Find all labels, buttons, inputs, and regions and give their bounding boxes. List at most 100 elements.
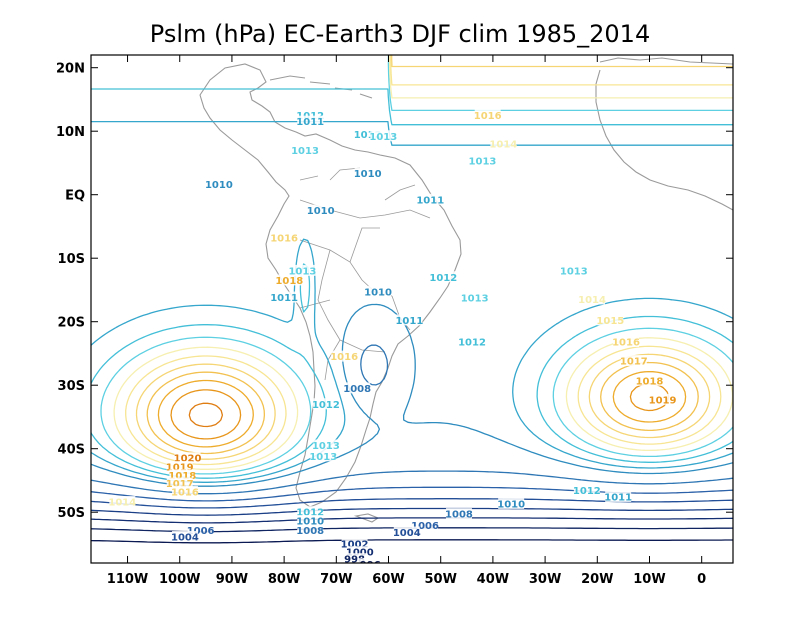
contour-line-1008 xyxy=(91,344,733,495)
contour-label: 1004 xyxy=(393,528,421,539)
contour-line-1019 xyxy=(170,383,670,440)
contour-label: 1012 xyxy=(429,273,457,284)
contour-label-bg xyxy=(649,393,676,405)
x-tick-label: 110W xyxy=(107,572,148,587)
x-tick-label: 40W xyxy=(477,572,509,587)
contour-label-bg xyxy=(297,109,324,121)
x-tick-label: 10W xyxy=(633,572,665,587)
contour-label: 1008 xyxy=(343,384,371,395)
contour-label: 1006 xyxy=(411,521,439,532)
contour-label: 1012 xyxy=(458,338,486,349)
contour-label-bg xyxy=(560,264,587,276)
contour-label: 1020 xyxy=(174,454,202,465)
contour-label: 1016 xyxy=(612,338,640,349)
plot-area: 1012101110121013101310161014101310101010… xyxy=(91,55,733,566)
contour-label: 1012 xyxy=(312,400,340,411)
contour-label: 1012 xyxy=(296,508,324,519)
contour-label-bg xyxy=(312,439,339,451)
x-tick-label: 60W xyxy=(372,572,404,587)
contour-label-bg xyxy=(276,274,303,286)
contour-label: 1017 xyxy=(620,357,648,368)
contour-label: 1011 xyxy=(296,117,324,128)
contour-label-bg xyxy=(271,231,298,243)
contour-label-bg xyxy=(344,382,371,394)
contour-label-bg xyxy=(490,137,517,149)
contour-label: 1010 xyxy=(497,499,525,510)
contour-label: 1010 xyxy=(364,287,392,298)
x-tick-label: 90W xyxy=(216,572,248,587)
contour-label-bg xyxy=(341,537,368,549)
contour-label-bg xyxy=(297,524,324,536)
contour-label: 1016 xyxy=(270,233,298,244)
contour-label-bg xyxy=(341,553,368,563)
contour-label: 1011 xyxy=(270,293,298,304)
contour-label-bg xyxy=(430,271,457,283)
contour-label-bg xyxy=(474,109,501,121)
contour-label: 1019 xyxy=(649,395,677,406)
y-tick-label: 40S xyxy=(58,443,85,458)
contour-label-bg xyxy=(297,515,324,527)
contour-label-bg xyxy=(297,115,324,127)
contour-line-1016 xyxy=(135,55,733,460)
contour-label: 1013 xyxy=(369,132,397,143)
y-tick-label: 20S xyxy=(58,316,85,331)
contour-label: 1012 xyxy=(573,486,601,497)
contour-label-bg xyxy=(312,398,339,410)
axis-ticks: 110W 100W 90W 80W 70W 60W 50W 40W 30W 20W 10W 0 20N 1… xyxy=(56,55,733,587)
contour-label: 1019 xyxy=(166,463,194,474)
contour-line-1017 xyxy=(146,361,699,455)
contour-line-1013 xyxy=(100,55,733,475)
contour-label: 1010 xyxy=(307,206,335,217)
contour-label-bg xyxy=(109,496,136,508)
contour-label: 1013 xyxy=(312,441,340,452)
contour-label-bg xyxy=(310,450,337,462)
contour-label: 1004 xyxy=(171,532,199,543)
contour-label: 1016 xyxy=(330,352,358,363)
contour-label-bg xyxy=(417,193,444,205)
contour-labels: 1012101110121013101310161014101310101010… xyxy=(108,109,677,566)
contour-line-1015 xyxy=(125,55,733,466)
contour-label-bg xyxy=(365,285,392,297)
contour-label: 1014 xyxy=(108,498,136,509)
contour-label: 1013 xyxy=(469,157,497,168)
contour-label-bg xyxy=(620,355,647,367)
africa-coastline xyxy=(595,57,733,211)
contour-label: 1008 xyxy=(296,526,324,537)
x-tick-label: 30W xyxy=(529,572,561,587)
contour-label: 1011 xyxy=(604,492,632,503)
contour-label: 1013 xyxy=(461,294,489,305)
contour-label-bg xyxy=(597,314,624,326)
contour-label: 1008 xyxy=(445,510,473,521)
y-tick-label: 50S xyxy=(58,506,85,521)
contour-label-bg xyxy=(393,526,420,538)
contour-label-bg xyxy=(573,484,600,496)
contour-label: 1010 xyxy=(296,517,324,528)
x-tick-label: 50W xyxy=(424,572,456,587)
contour-label-bg xyxy=(187,524,214,536)
contour-label-bg xyxy=(166,461,193,473)
contour-line-1011 xyxy=(91,120,733,483)
contour-label: 998 xyxy=(344,555,365,566)
x-tick-label: 70W xyxy=(320,572,352,587)
y-tick-label: 30S xyxy=(58,379,85,394)
contour-label-bg xyxy=(354,128,381,140)
contour-label: 1018 xyxy=(636,376,664,387)
contour-label: 1002 xyxy=(341,539,369,550)
y-tick-label: 10N xyxy=(56,125,85,140)
contour-label: 1016 xyxy=(171,487,199,498)
contour-label: 1013 xyxy=(560,266,588,277)
contour-label-bg xyxy=(498,497,525,509)
contour-label: 1006 xyxy=(187,526,215,537)
contour-label-bg xyxy=(579,293,606,305)
contour-label-bg xyxy=(357,558,384,563)
contour-label-bg xyxy=(171,530,198,542)
contour-label-bg xyxy=(461,292,488,304)
contour-label-bg xyxy=(636,374,663,386)
contour-label: 1010 xyxy=(205,180,233,191)
y-tick-label: EQ xyxy=(65,189,85,204)
contour-label: 1014 xyxy=(578,295,606,306)
contour-line-996 xyxy=(91,539,733,544)
contour-label: 1014 xyxy=(489,139,517,150)
contour-label-bg xyxy=(166,477,193,489)
